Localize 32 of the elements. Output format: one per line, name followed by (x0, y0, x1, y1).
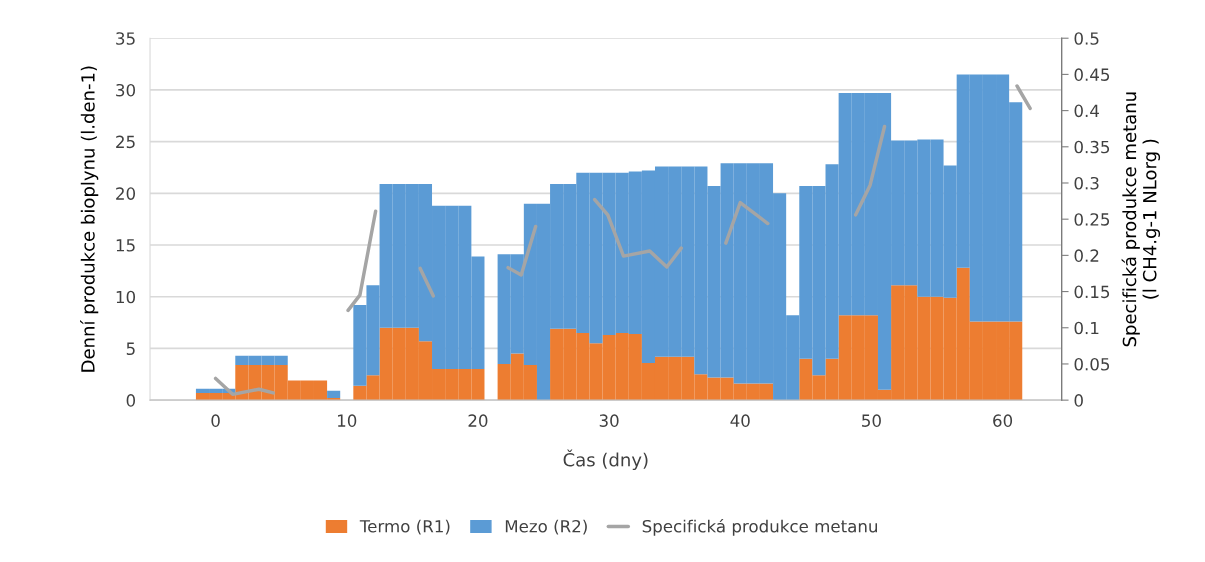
x-tick-label: 60 (993, 414, 1013, 427)
y-tick-label: 20 (116, 187, 136, 200)
y2-tick-label: 0.3 (1074, 176, 1099, 190)
legend-label: Mezo (R2) (505, 519, 587, 535)
x-tick-label: 20 (468, 414, 488, 427)
y-tick-label: 30 (116, 83, 136, 97)
y-tick-label: 25 (116, 135, 135, 149)
y2-axis-title: Specifická produkce metanu (l CH4.g-1 NLorg ) (1121, 92, 1161, 347)
y-axis-title: Denní produkce bioplynu (l.den-1) (80, 66, 99, 372)
y-tick-label: 35 (116, 32, 135, 45)
y2-tick-label: 0.05 (1074, 357, 1110, 371)
x-tick-label: 0 (211, 414, 220, 427)
x-axis-title: Čas (dny) (563, 449, 648, 471)
y2-tick-label: 0.25 (1074, 213, 1110, 226)
y2-tick-label: 0 (1074, 394, 1083, 407)
y2-tick-label: 0.15 (1074, 285, 1110, 299)
y2-tick-label: 0.2 (1074, 249, 1099, 262)
y2-tick-label: 0.1 (1074, 321, 1099, 335)
y2-tick-label: 0.35 (1074, 140, 1110, 154)
y2-tick-label: 0.45 (1074, 68, 1110, 81)
y-tick-label: 10 (116, 290, 136, 304)
x-tick-label: 30 (599, 414, 619, 427)
y-tick-label: 15 (116, 239, 135, 252)
x-tick-label: 50 (862, 414, 881, 427)
y-tick-label: 0 (126, 394, 136, 407)
legend-label: Specifická produkce metanu (642, 518, 877, 536)
x-tick-label: 10 (337, 414, 357, 427)
y2-tick-label: 0.4 (1074, 104, 1099, 118)
y2-tick-label: 0.5 (1074, 32, 1099, 45)
y-tick-label: 5 (126, 342, 135, 356)
x-tick-label: 40 (730, 414, 750, 427)
legend-label: Termo (R1) (359, 519, 450, 535)
